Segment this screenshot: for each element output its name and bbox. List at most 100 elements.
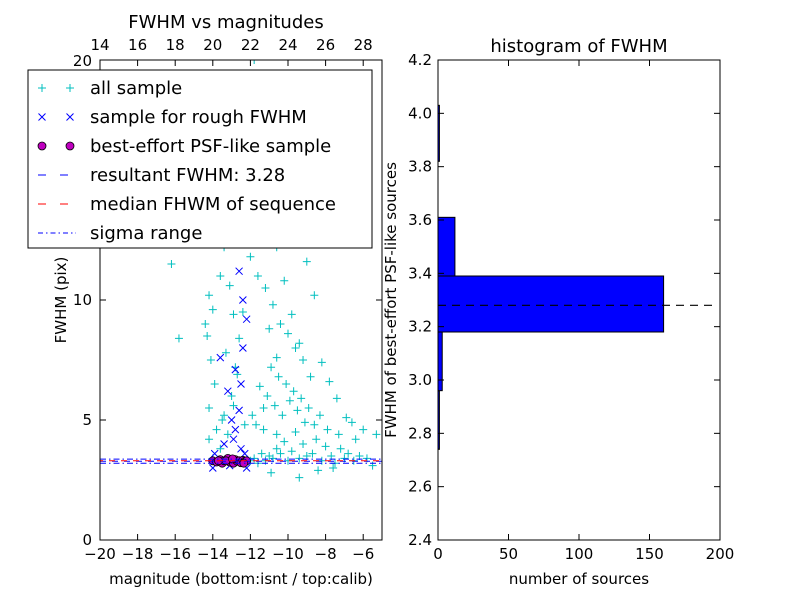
histogram-ytick-label-3: 3.0 [408, 371, 432, 389]
scatter-point-0-111 [347, 418, 356, 427]
scatter-reference-lines [100, 458, 382, 464]
scatter-point-0-25 [257, 449, 266, 458]
histogram-xtick-label-1: 50 [499, 545, 518, 563]
scatter-ytick-label-1: 5 [82, 411, 92, 429]
scatter-point-0-46 [263, 392, 272, 400]
scatter-point-0-52 [291, 344, 300, 352]
scatter-point-0-91 [174, 334, 183, 343]
scatter-xtick-label-7: −6 [352, 545, 374, 563]
legend-label-5: sigma range [90, 223, 202, 244]
scatter-point-1-1 [239, 296, 247, 304]
scatter-point-1-12 [210, 449, 219, 458]
scatter-point-0-48 [255, 382, 264, 391]
scatter-xtick-label-3: −14 [197, 545, 229, 563]
scatter-point-0-51 [299, 356, 308, 364]
scatter-point-0-17 [287, 447, 296, 456]
scatter-point-0-55 [268, 300, 277, 309]
legend-marker-0b [66, 84, 74, 92]
scatter-title: FWHM vs magnitudes [128, 12, 323, 33]
scatter-ytick-label-top: 20 [73, 52, 92, 70]
scatter-point-1-13 [240, 449, 249, 458]
scatter-point-0-39 [289, 387, 298, 396]
scatter-ylabel: FWHM (pix) [52, 257, 70, 344]
scatter-point-0-112 [372, 430, 381, 439]
legend-marker-0a [38, 84, 46, 92]
scatter-point-0-86 [205, 291, 214, 300]
scatter-point-0-57 [253, 272, 262, 280]
scatter-point-0-72 [220, 411, 229, 420]
scatter-point-1-5 [231, 365, 240, 374]
histogram-ytick-label-1: 2.6 [408, 478, 432, 496]
histogram-ylabel: FWHM of best-effort PSF-like sources [382, 162, 400, 438]
scatter-point-0-123 [267, 468, 276, 477]
scatter-top-xtick-label-3: 20 [203, 36, 222, 54]
histogram-ticks: 0 50 100 150 200 2.4 2.6 2.8 3.0 3.2 3.4 3.6 3.8 4.0 4… [408, 51, 734, 563]
scatter-xlabel: magnitude (bottom:isnt / top:calib) [109, 570, 373, 588]
scatter-point-0-23 [265, 452, 274, 460]
scatter-point-0-15 [295, 454, 304, 463]
scatter-point-0-115 [259, 425, 268, 434]
scatter-point-0-37 [297, 394, 306, 403]
scatter-point-1-11 [237, 444, 245, 453]
scatter-point-0-21 [272, 444, 281, 453]
scatter-point-0-11 [312, 435, 321, 444]
scatter-xtick-label-0: −20 [84, 545, 116, 563]
scatter-point-0-44 [270, 401, 279, 410]
histogram-title: histogram of FWHM [490, 36, 667, 57]
scatter-point-0-54 [276, 320, 285, 328]
scatter-ticks: −20 −18 −16 −14 −12 −10 −8 −6 14 16 18 20 22 24 26 28 0 5… [73, 36, 382, 563]
scatter-xtick-label-1: −18 [122, 545, 154, 563]
scatter-point-0-45 [267, 363, 276, 372]
histogram-xtick-label-0: 0 [433, 545, 443, 563]
legend-label-4: median FHWM of sequence [90, 194, 336, 215]
scatter-point-0-68 [238, 308, 247, 316]
scatter-point-0-97 [302, 257, 311, 266]
histogram-ytick-label-8: 4.0 [408, 104, 432, 122]
scatter-point-1-4 [216, 353, 225, 362]
scatter-xtick-label-5: −10 [272, 545, 304, 563]
scatter-point-1-17 [229, 435, 238, 444]
scatter-point-0-20 [276, 449, 285, 458]
scatter-top-xtick-label-5: 24 [278, 36, 297, 54]
scatter-point-0-29 [359, 425, 368, 434]
legend-label-3: resultant FWHM: 3.28 [90, 165, 285, 186]
histogram-xtick-label-2: 100 [565, 545, 594, 563]
scatter-point-0-98 [310, 291, 319, 300]
scatter-point-0-63 [280, 276, 289, 285]
legend-label-1: sample for rough FWHM [90, 107, 307, 128]
scatter-point-0-32 [323, 425, 332, 434]
scatter-point-0-77 [223, 430, 232, 439]
scatter-point-0-14 [299, 440, 308, 448]
scatter-point-1-6 [223, 387, 232, 396]
histogram-ytick-label-0: 2.4 [408, 531, 432, 549]
scatter-point-0-107 [317, 358, 326, 367]
scatter-point-0-58 [246, 252, 255, 261]
histogram-ytick-label-6: 3.6 [408, 211, 432, 229]
scatter-point-1-19 [237, 380, 245, 388]
scatter-point-0-35 [304, 404, 313, 412]
scatter-point-0-116 [240, 420, 249, 429]
histogram-ytick-label-2: 2.8 [408, 424, 432, 442]
scatter-point-0-47 [259, 404, 268, 412]
scatter-point-0-90 [221, 348, 230, 357]
legend-marker-1b [66, 113, 74, 121]
scatter-point-0-30 [351, 435, 360, 444]
scatter-point-1-10 [220, 440, 228, 448]
scatter-point-0-50 [248, 411, 257, 420]
histogram-xtick-label-4: 200 [706, 545, 735, 563]
scatter-point-0-82 [208, 305, 217, 314]
scatter-xtick-label-2: −16 [159, 545, 191, 563]
legend-marker-2a [37, 141, 47, 151]
scatter-point-0-110 [342, 413, 351, 422]
histogram-ytick-label-5: 3.4 [408, 264, 432, 282]
scatter-xtick-label-6: −8 [315, 545, 337, 563]
scatter-point-0-121 [314, 466, 323, 475]
scatter-top-xtick-label-6: 26 [316, 36, 335, 54]
scatter-point-0-92 [167, 260, 176, 268]
scatter-point-0-56 [261, 284, 270, 292]
histogram-ytick-label-9: 4.2 [408, 51, 432, 69]
scatter-point-0-75 [205, 435, 214, 444]
scatter-point-0-43 [274, 372, 283, 381]
scatter-top-xtick-label-4: 22 [241, 36, 260, 54]
scatter-point-0-89 [229, 310, 238, 319]
